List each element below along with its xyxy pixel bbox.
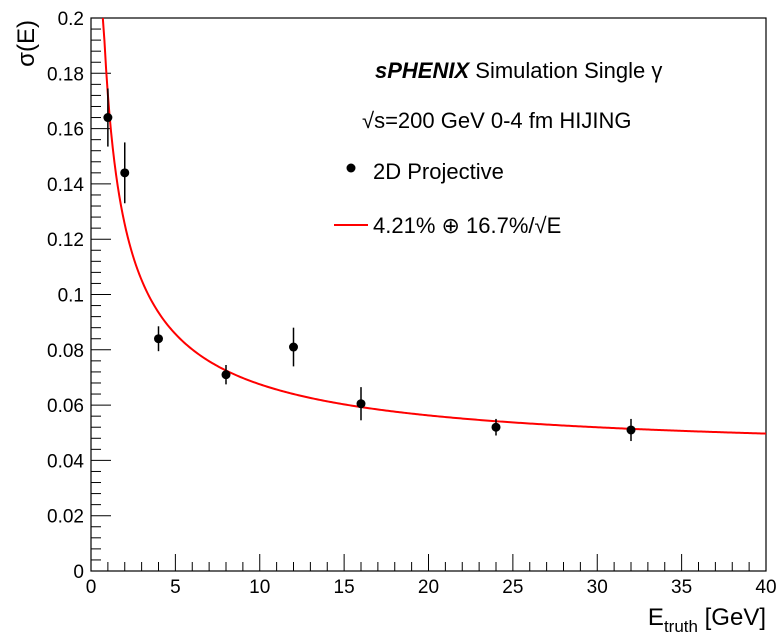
y-tick-label: 0.04 (47, 451, 84, 472)
annotation-title-rest: Simulation Single γ (469, 58, 662, 83)
plot-frame (90, 17, 767, 572)
y-tick-label: 0.08 (47, 341, 84, 362)
x-tick-label: 5 (170, 577, 181, 598)
x-axis-label-unit: [GeV] (698, 604, 766, 631)
legend-entry-fit: 4.21% ⊕ 16.7%/√E (334, 213, 561, 238)
data-points-layer (103, 88, 636, 442)
x-axis-label-main: E (648, 604, 664, 631)
y-tick-label: 0.18 (47, 64, 84, 85)
data-point (221, 365, 231, 385)
data-point (154, 326, 163, 352)
x-tick-label: 10 (249, 577, 270, 598)
x-tick-label: 30 (587, 577, 608, 598)
axis-tick-labels: 0 5 10 15 20 25 30 35 40 0 0.02 0.04 0.06 0.08 0.1 0.12… (47, 9, 777, 598)
marker (120, 168, 130, 178)
marker (626, 425, 636, 435)
x-tick-label: 25 (502, 577, 523, 598)
y-axis-title: σ(E) (13, 20, 40, 67)
annotation-title-bold: sPHENIX (375, 58, 470, 83)
y-tick-label: 0.1 (58, 286, 84, 307)
axis-ticks (90, 17, 767, 572)
data-point (491, 418, 501, 436)
data-point (356, 387, 366, 421)
marker (356, 399, 366, 409)
data-point (289, 327, 298, 367)
y-tick-label: 0 (73, 562, 84, 583)
y-tick-label: 0.16 (47, 120, 84, 141)
y-tick-label: 0.14 (47, 175, 84, 196)
y-tick-label: 0.02 (47, 507, 84, 528)
y-axis-label: σ(E) (13, 20, 40, 67)
annotation-collision: √s=200 GeV 0-4 fm HIJING (362, 108, 631, 133)
fit-curve (101, 17, 767, 435)
x-axis-label-sub: truth (664, 617, 698, 636)
x-tick-label: 0 (86, 577, 97, 598)
legend-marker (346, 163, 356, 173)
marker (491, 422, 501, 432)
legend-label: 2D Projective (373, 159, 504, 184)
x-tick-label: 15 (334, 577, 355, 598)
data-point (103, 88, 113, 147)
marker (221, 370, 231, 380)
legend: 2D Projective 4.21% ⊕ 16.7%/√E (334, 159, 561, 238)
data-point (120, 142, 130, 204)
y-tick-label: 0.2 (58, 9, 84, 30)
x-tick-label: 35 (671, 577, 692, 598)
annotations: sPHENIX Simulation Single γ √s=200 GeV 0-… (362, 58, 662, 133)
y-tick-label: 0.06 (47, 396, 84, 417)
data-point (626, 418, 636, 442)
legend-entry-points: 2D Projective (346, 159, 504, 184)
x-axis-label: Etruth [GeV] (648, 604, 766, 636)
marker (103, 113, 113, 123)
x-tick-label: 40 (755, 577, 776, 598)
annotation-title: sPHENIX Simulation Single γ (375, 58, 662, 83)
legend-label: 4.21% ⊕ 16.7%/√E (373, 213, 561, 238)
fit-curve-layer (101, 17, 767, 435)
y-tick-label: 0.12 (47, 230, 84, 251)
marker (154, 334, 163, 344)
x-tick-label: 20 (418, 577, 439, 598)
x-axis-title: Etruth [GeV] (648, 604, 766, 636)
marker (289, 342, 298, 352)
